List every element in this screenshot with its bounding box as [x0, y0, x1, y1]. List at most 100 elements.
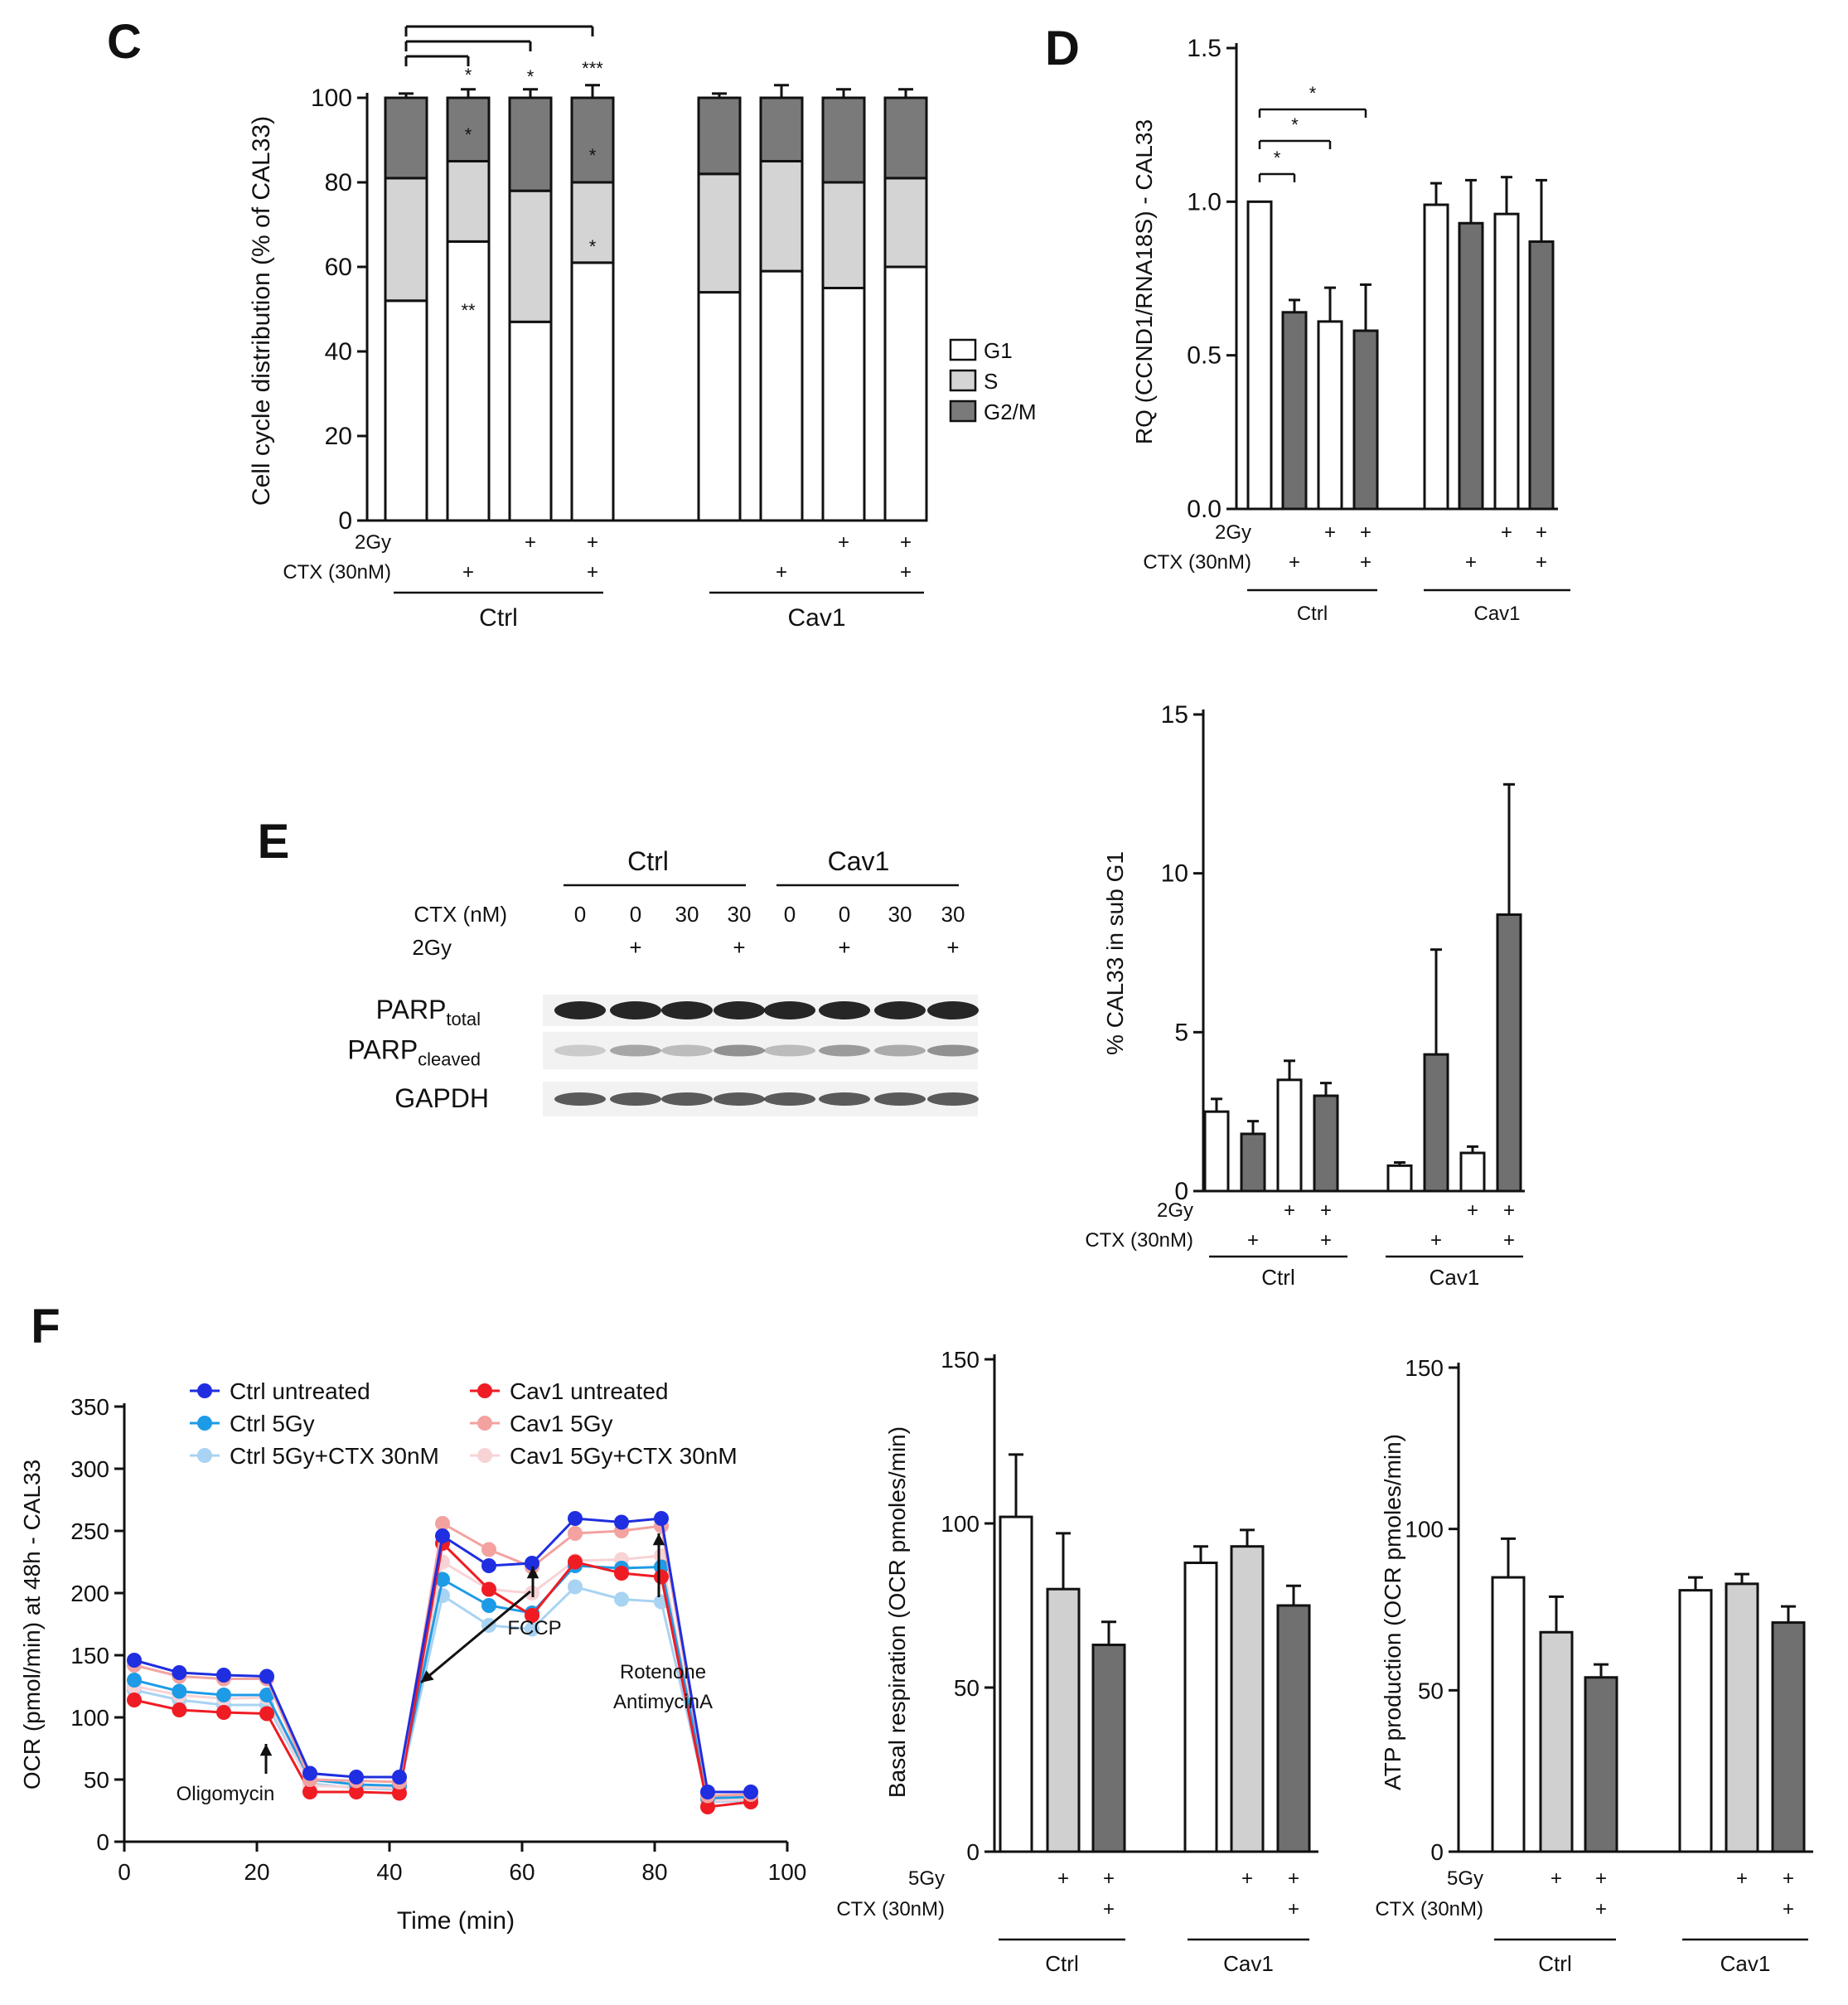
- treatment-label: CTX (30nM): [1375, 1898, 1483, 1920]
- group-label: Cav1: [1720, 1951, 1771, 1976]
- blot-band: [714, 1001, 765, 1019]
- gy-mark: +: [733, 935, 745, 960]
- ctx-value: 30: [728, 902, 752, 927]
- treatment-label: 5Gy: [908, 1867, 945, 1890]
- blot-band: [610, 1001, 661, 1019]
- y-tick-label: 0: [1430, 1839, 1444, 1865]
- annotation-label: FCCP: [507, 1617, 561, 1639]
- treatment-mark: +: [525, 531, 536, 554]
- bar: [1496, 913, 1522, 1193]
- bar-g2m-segment: [883, 96, 928, 180]
- legend-marker: [477, 1383, 492, 1398]
- group-label: Ctrl: [1297, 603, 1328, 625]
- data-point: [259, 1688, 274, 1702]
- bar: [1203, 1110, 1230, 1193]
- y-tick-label: 0.5: [1187, 342, 1222, 370]
- data-point: [654, 1569, 669, 1585]
- treatment-label: CTX (30nM): [836, 1898, 945, 1920]
- blot-band: [554, 1044, 606, 1057]
- bar-g2m-segment: [570, 96, 615, 184]
- y-tick-label: 100: [1405, 1517, 1444, 1542]
- y-tick-label: 100: [941, 1511, 980, 1537]
- legend-label: Ctrl 5Gy: [230, 1411, 315, 1436]
- blot-band: [661, 1092, 713, 1106]
- bar: [1491, 1576, 1526, 1853]
- bar: [1771, 1621, 1806, 1853]
- legend-swatch: [949, 400, 977, 423]
- significance-star: *: [465, 65, 472, 85]
- group-label: Ctrl: [1261, 1265, 1294, 1290]
- treatment-mark: +: [1783, 1898, 1794, 1920]
- ctx-value: 0: [574, 902, 586, 927]
- x-tick-label: 80: [641, 1859, 667, 1885]
- bar: [999, 1515, 1033, 1853]
- treatment-mark: +: [1503, 1199, 1515, 1222]
- treatment-mark: +: [776, 561, 787, 584]
- x-tick-label: 60: [509, 1859, 535, 1885]
- y-tick-label: 80: [325, 169, 352, 196]
- legend-label: G1: [984, 338, 1013, 363]
- legend-label: S: [984, 369, 998, 394]
- data-point: [302, 1765, 317, 1781]
- group-label: Cav1: [1430, 1265, 1480, 1290]
- data-point: [172, 1683, 187, 1699]
- legend-label: Ctrl untreated: [230, 1378, 370, 1404]
- blot-band: [610, 1044, 661, 1057]
- y-tick-label: 1.0: [1187, 188, 1222, 216]
- y-tick-label: 200: [70, 1581, 109, 1606]
- bar-g2m-segment: [508, 96, 553, 192]
- bar: [1386, 1164, 1413, 1193]
- legend-marker: [477, 1448, 492, 1463]
- treatment-mark: +: [1103, 1867, 1115, 1890]
- data-point: [568, 1511, 583, 1526]
- row-label: 2Gy: [412, 935, 452, 960]
- bar: [1317, 320, 1343, 511]
- treatment-mark: +: [1536, 551, 1547, 574]
- bar: [1678, 1589, 1713, 1853]
- blot-label-main: GAPDH: [394, 1083, 489, 1113]
- treatment-mark: +: [1783, 1867, 1794, 1890]
- y-tick-label: 50: [954, 1675, 980, 1701]
- data-point: [392, 1770, 407, 1785]
- treatment-mark: +: [1320, 1229, 1332, 1252]
- blot-band: [554, 1092, 606, 1106]
- y-axis-label: ATP production (OCR pmoles/min): [1380, 1434, 1405, 1790]
- data-point: [700, 1799, 715, 1814]
- blot-label-main: PARP: [347, 1035, 418, 1065]
- bar: [1725, 1582, 1759, 1853]
- data-point: [259, 1706, 274, 1722]
- y-axis-label: RQ (CCND1/RNA18S) - CAL33: [1131, 119, 1157, 444]
- treatment-mark: +: [1289, 551, 1300, 574]
- data-point: [172, 1665, 187, 1680]
- blot-row-label: PARPcleaved: [347, 1035, 481, 1070]
- significance-star: **: [461, 300, 476, 321]
- data-point: [349, 1785, 364, 1799]
- treatment-label: 5Gy: [1447, 1867, 1483, 1890]
- bar-s-segment: [759, 160, 804, 273]
- treatment-mark: +: [587, 531, 598, 554]
- data-point: [614, 1566, 629, 1581]
- data-point: [481, 1581, 496, 1597]
- bar: [1276, 1604, 1311, 1853]
- y-tick-label: 1.5: [1187, 35, 1222, 62]
- panel-letter: C: [107, 15, 142, 69]
- blot-band: [764, 1092, 815, 1106]
- blot-band: [661, 1044, 713, 1057]
- bar-g1-segment: [883, 265, 928, 522]
- treatment-mark: +: [1103, 1898, 1115, 1920]
- annotation-label: Rotenone: [620, 1661, 706, 1683]
- treatment-mark: +: [1288, 1867, 1299, 1890]
- legend-label: Cav1 5Gy+CTX 30nM: [510, 1443, 738, 1469]
- data-point: [743, 1785, 758, 1799]
- panel-letter: E: [258, 815, 290, 869]
- significance-star: *: [1291, 114, 1299, 135]
- data-point: [525, 1621, 539, 1637]
- panel-letter: D: [1045, 22, 1080, 75]
- legend-marker: [197, 1448, 212, 1463]
- data-point: [481, 1558, 496, 1573]
- blot-band: [819, 1092, 870, 1106]
- legend-label: Cav1 untreated: [510, 1378, 668, 1404]
- blot-band: [819, 1001, 870, 1019]
- data-point: [392, 1785, 407, 1801]
- data-point: [216, 1705, 231, 1720]
